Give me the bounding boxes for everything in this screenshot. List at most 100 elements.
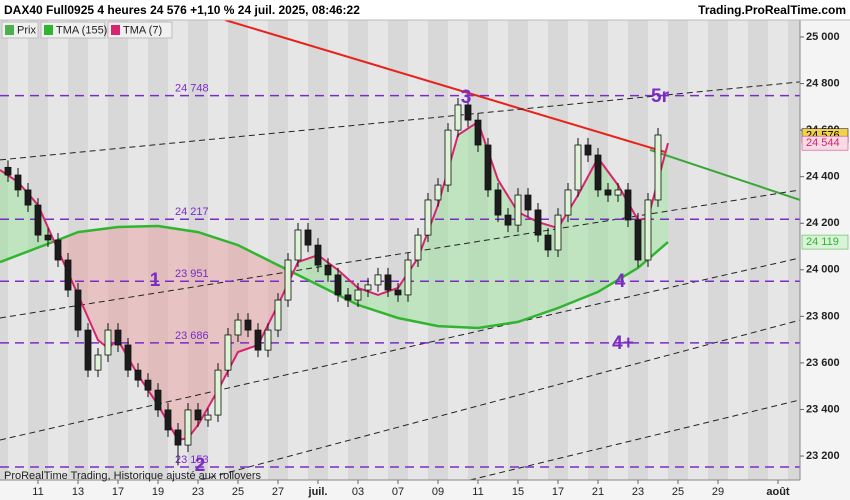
candle-body [184, 409, 192, 446]
candle-body [274, 299, 282, 331]
x-tick-label: 25 [672, 486, 684, 498]
day-stripe [248, 20, 268, 480]
candle-body [134, 369, 142, 381]
price-marker-box [801, 135, 849, 151]
wave-label: 5r [651, 86, 670, 107]
day-stripe [368, 20, 388, 480]
x-tick-label: 19 [152, 486, 164, 498]
wave-label: 3 [461, 87, 472, 108]
candle-body [94, 354, 102, 371]
y-axis-panel [800, 20, 850, 480]
legend-item [40, 21, 106, 39]
candle-body [54, 239, 62, 261]
day-stripe [388, 20, 408, 480]
legend-swatch [111, 25, 120, 35]
y-tick-label: 23 200 [806, 450, 840, 462]
candle-body [394, 289, 402, 296]
wave-label: 4+ [612, 333, 634, 354]
candle-body [24, 189, 32, 206]
x-tick-label: 07 [392, 486, 404, 498]
candle-body [504, 214, 512, 226]
level-label: 24 217 [175, 206, 209, 218]
legend-swatch [44, 25, 53, 35]
candle-body [64, 259, 72, 291]
candle-body [654, 134, 662, 201]
level-label: 24 748 [175, 83, 209, 95]
y-tick-label: 24 400 [806, 171, 840, 183]
price-marker-box [801, 234, 849, 250]
x-tick-label: 15 [512, 486, 524, 498]
candle-body [624, 189, 632, 221]
day-stripe [268, 20, 288, 480]
channel-line [469, 399, 800, 480]
candle-body [224, 334, 232, 371]
x-tick-label: 21 [592, 486, 604, 498]
x-tick-label: 23 [632, 486, 644, 498]
channel-line [0, 257, 800, 441]
channel-line [0, 81, 800, 161]
candle-body [114, 329, 122, 346]
day-stripe [708, 20, 728, 480]
candle-body [284, 259, 292, 301]
chart-title: DAX40 Full0925 4 heures 24 576 +1,10 % 2… [4, 3, 360, 17]
candle-body [584, 144, 592, 156]
level-label: 23 153 [175, 454, 209, 466]
x-tick-label: 13 [72, 486, 84, 498]
candle-body [544, 234, 552, 251]
candle-body [234, 319, 242, 336]
trendline [649, 148, 800, 201]
wave-label: 1 [150, 270, 161, 291]
candle-body [434, 184, 442, 201]
candle-body [444, 129, 452, 186]
candle-body [494, 189, 502, 216]
candle-body [104, 329, 112, 356]
candle-body [574, 144, 582, 191]
header-bar [0, 0, 850, 20]
candle-body [634, 219, 642, 261]
candle-body [414, 234, 422, 261]
candle-body [124, 344, 132, 371]
day-stripe [328, 20, 348, 480]
candle-body [204, 414, 212, 421]
level-label: 23 951 [175, 268, 209, 280]
price-marker-label: 24 119 [806, 236, 839, 248]
candle-body [464, 104, 472, 121]
x-tick-label: 11 [472, 486, 483, 498]
day-stripe [668, 20, 688, 480]
candle-body [614, 189, 622, 196]
x-tick-label: 27 [272, 486, 284, 498]
candle-body [524, 194, 532, 211]
candle-body [474, 119, 482, 146]
x-tick-label: 23 [192, 486, 204, 498]
candle-body [374, 274, 382, 286]
x-axis-panel [0, 480, 850, 500]
legend-label: TMA (155) [56, 24, 107, 36]
day-stripe [768, 20, 788, 480]
candle-body [44, 234, 52, 241]
x-tick-label: 29 [712, 486, 724, 498]
candle-body [214, 369, 222, 416]
day-stripe [348, 20, 368, 480]
y-tick-label: 23 600 [806, 357, 840, 369]
x-tick-label: 03 [352, 486, 364, 498]
candle-body [514, 194, 522, 226]
day-stripe [728, 20, 748, 480]
candle-body [144, 379, 152, 391]
footnote: ProRealTime Trading, Historique ajusté a… [4, 470, 261, 482]
candle-body [364, 284, 372, 291]
x-tick-label: août [766, 486, 790, 498]
x-tick-label: juil. [308, 486, 328, 498]
channel-line [0, 189, 800, 319]
x-tick-label: 17 [112, 486, 124, 498]
candle-body [14, 174, 22, 191]
candle-body [534, 209, 542, 236]
candle-body [264, 329, 272, 351]
candle-body [254, 329, 262, 351]
x-tick-label: 11 [32, 486, 43, 498]
price-marker-label: 24 544 [806, 137, 840, 149]
candle-body [454, 104, 462, 131]
day-stripe [28, 20, 48, 480]
candle-body [354, 289, 362, 301]
wave-label: 4 [615, 271, 626, 292]
